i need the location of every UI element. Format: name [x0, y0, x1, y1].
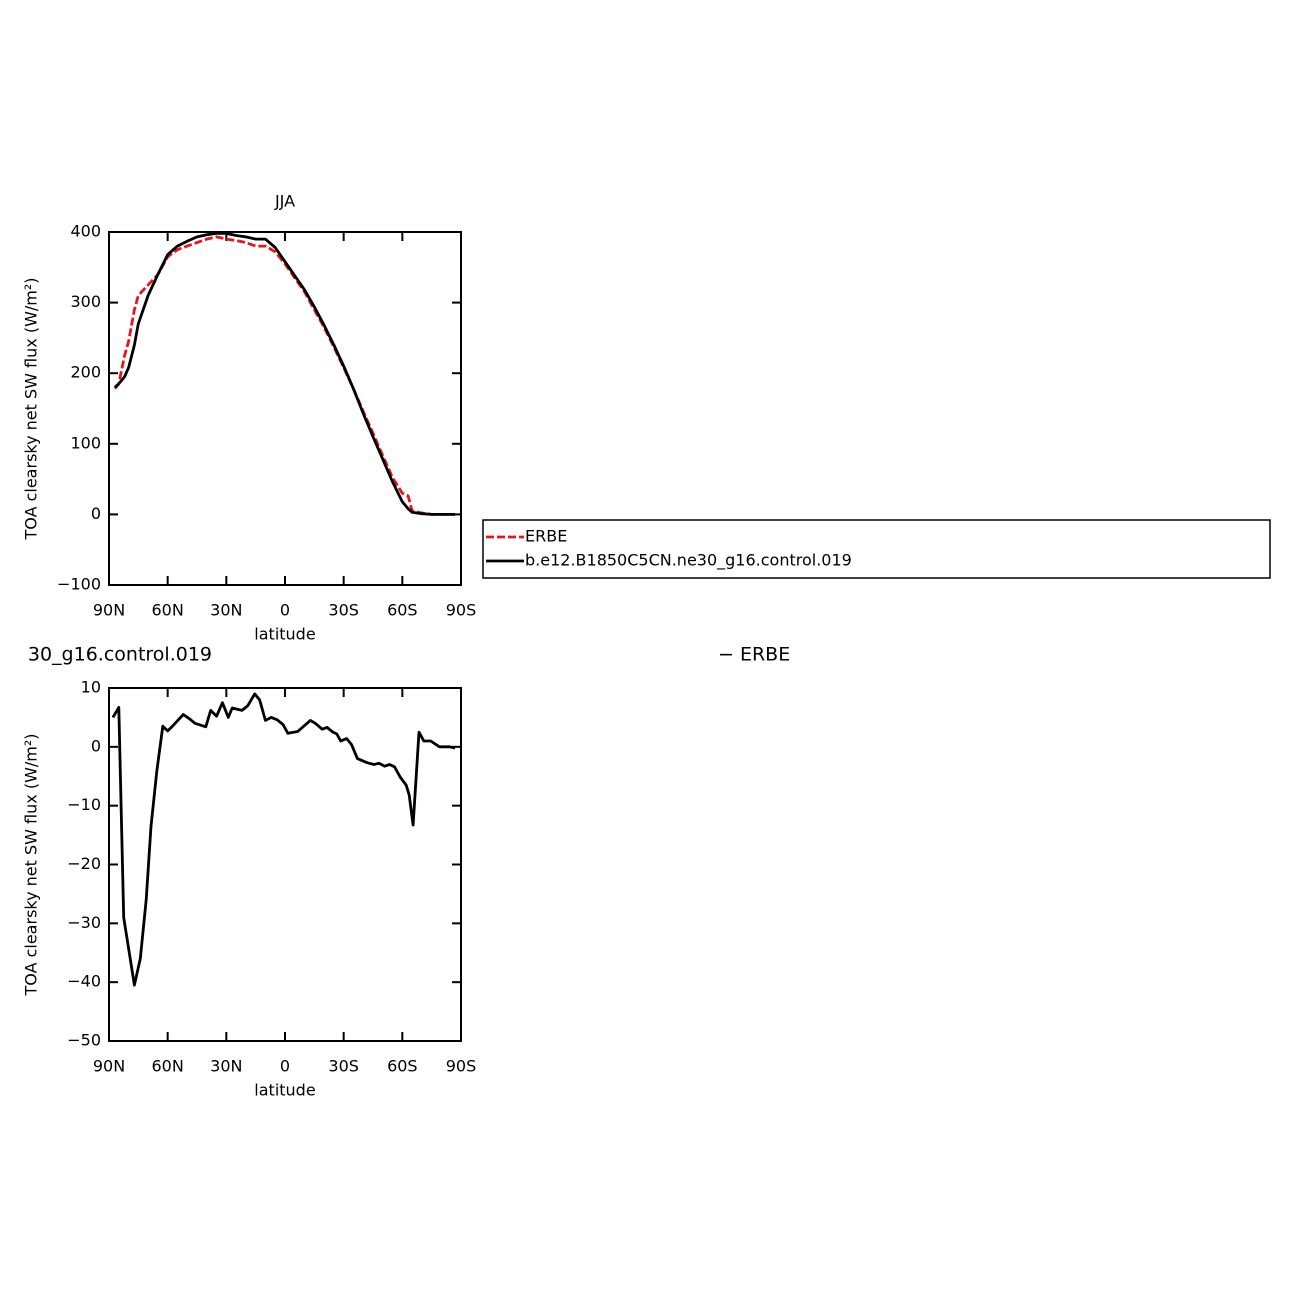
- legend-label: ERBE: [525, 527, 567, 546]
- x-tick-label: 0: [280, 601, 290, 620]
- x-tick-label: 90S: [446, 601, 477, 620]
- x-tick-label: 60S: [387, 601, 418, 620]
- x-tick-label: 90N: [93, 601, 125, 620]
- chart-title-left: 30_g16.control.019: [28, 644, 212, 666]
- y-tick-label: −30: [67, 913, 101, 932]
- x-axis-label: latitude: [254, 1081, 315, 1100]
- x-tick-label: 60N: [152, 1057, 184, 1076]
- y-tick-label: 400: [70, 222, 101, 241]
- data-line: [111, 692, 456, 987]
- data-line: [113, 232, 456, 516]
- y-tick-label: −40: [67, 972, 101, 991]
- data-line: [113, 235, 456, 516]
- chart-title: JJA: [274, 192, 295, 211]
- y-axis-label: TOA clearsky net SW flux (W/m²): [22, 733, 41, 996]
- x-tick-label: 30N: [210, 1057, 242, 1076]
- x-axis-label: latitude: [254, 625, 315, 644]
- y-tick-label: −10: [67, 795, 101, 814]
- x-tick-label: 30S: [328, 1057, 359, 1076]
- plot-frame: [108, 231, 462, 586]
- y-tick-label: −100: [57, 575, 101, 594]
- legend-box: [482, 519, 1271, 579]
- x-tick-label: 60N: [152, 601, 184, 620]
- x-tick-label: 30N: [210, 601, 242, 620]
- x-tick-label: 30S: [328, 601, 359, 620]
- y-axis-label: TOA clearsky net SW flux (W/m²): [22, 277, 41, 540]
- x-tick-label: 90N: [93, 1057, 125, 1076]
- x-tick-label: 90S: [446, 1057, 477, 1076]
- y-tick-label: 10: [81, 678, 101, 697]
- legend-label: b.e12.B1850C5CN.ne30_g16.control.019: [525, 551, 852, 571]
- y-tick-label: 0: [91, 736, 101, 755]
- y-tick-label: 200: [70, 363, 101, 382]
- x-tick-label: 60S: [387, 1057, 418, 1076]
- x-tick-label: 0: [280, 1057, 290, 1076]
- y-tick-label: 0: [91, 504, 101, 523]
- y-tick-label: −50: [67, 1031, 101, 1050]
- y-tick-label: 100: [70, 433, 101, 452]
- y-tick-label: 300: [70, 292, 101, 311]
- chart-title-right: − ERBE: [718, 644, 790, 666]
- y-tick-label: −20: [67, 854, 101, 873]
